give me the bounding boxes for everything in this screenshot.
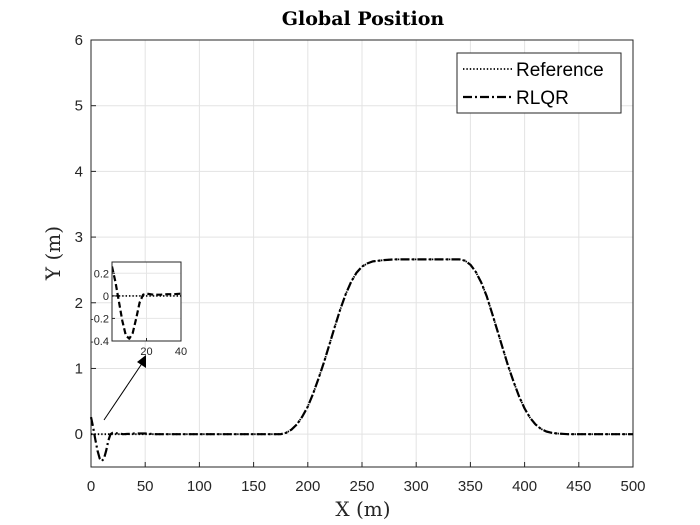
- y-tick-label: 6: [75, 32, 83, 49]
- inset-series-lines: [112, 266, 181, 340]
- y-tick-label: 0: [75, 426, 83, 443]
- x-tick-label: 100: [187, 478, 212, 495]
- x-tick-label: 500: [620, 478, 645, 495]
- y-tick-label: 1: [75, 360, 83, 377]
- y-axis-label: Y (m): [41, 226, 65, 281]
- series-line-rlqr: [89, 258, 633, 463]
- chart-title: Global Position: [282, 8, 445, 30]
- x-tick-label: 350: [458, 478, 483, 495]
- inset-y-tick-label: 0: [103, 291, 109, 303]
- inset-y-tick-label: -0.2: [90, 313, 109, 325]
- zoom-arrow: [103, 355, 146, 421]
- legend-label-reference: Reference: [516, 60, 604, 81]
- legend: Reference RLQR: [456, 52, 622, 114]
- inset-series-line-1: [112, 266, 181, 340]
- x-tick-label: 450: [566, 478, 591, 495]
- y-tick-label: 3: [75, 229, 83, 246]
- x-tick-label: 400: [512, 478, 537, 495]
- y-tick-label: 5: [75, 98, 83, 115]
- inset-y-tick-label: 0.2: [94, 268, 109, 280]
- inset-zoom-plot: 0.2 0 -0.2 -0.4 20 40: [90, 261, 187, 358]
- inset-y-tick-label: -0.4: [90, 336, 109, 348]
- x-axis-label: X (m): [335, 497, 390, 521]
- arrow-head-icon: [137, 355, 146, 368]
- x-tick-label: 300: [404, 478, 429, 495]
- x-tick-label: 50: [137, 478, 154, 495]
- x-tick-label: 0: [87, 478, 95, 495]
- y-tick-label: 2: [75, 295, 83, 312]
- series-line-reference: [91, 258, 633, 436]
- legend-box: [456, 52, 622, 114]
- inset-x-tick-label: 40: [175, 346, 187, 358]
- legend-entry-rlqr: RLQR: [463, 88, 569, 109]
- x-tick-label: 150: [241, 478, 266, 495]
- y-tick-label: 4: [75, 163, 83, 180]
- legend-entry-reference: Reference: [463, 60, 604, 81]
- x-tick-label: 250: [349, 478, 374, 495]
- legend-label-rlqr: RLQR: [516, 88, 569, 109]
- main-series-lines: [89, 258, 633, 463]
- x-tick-label: 200: [295, 478, 320, 495]
- inset-x-tick-label: 20: [140, 346, 152, 358]
